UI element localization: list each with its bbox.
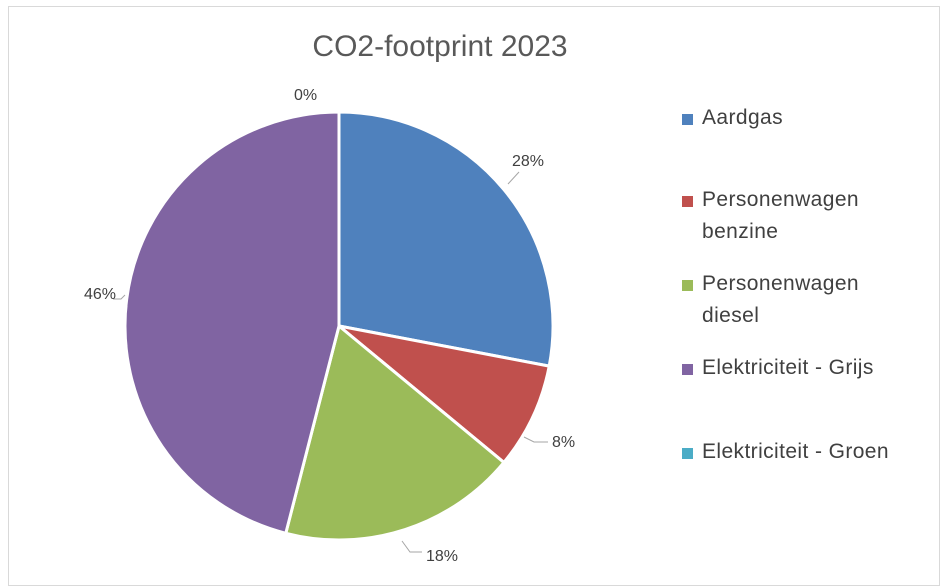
- pie-slice-personenwagen-benzine: [337, 324, 551, 464]
- legend-swatch-personenwagen-diesel: [682, 280, 693, 291]
- legend-label-personenwagen-benzine: Personenwagen benzine: [702, 188, 859, 243]
- data-label-elektriciteit-groen: 0%: [294, 87, 317, 104]
- leader-line-elektriciteit-grijs: [113, 294, 126, 300]
- data-label-elektriciteit-grijs: 46%: [84, 286, 116, 303]
- leader-line-aardgas: [507, 171, 520, 185]
- leader-line-personenwagen-benzine: [523, 436, 548, 443]
- chart-title: CO2-footprint 2023: [312, 30, 568, 63]
- legend-swatch-elektriciteit-grijs: [682, 364, 693, 375]
- leader-line-personenwagen-diesel: [401, 540, 422, 553]
- legend-swatch-aardgas: [682, 114, 693, 125]
- pie-slice-elektriciteit-grijs: [123, 110, 341, 535]
- pie-chart: 28% 8% 18% 46% 0%: [84, 87, 575, 565]
- legend-item-aardgas: Aardgas: [682, 102, 932, 134]
- legend-label-elektriciteit-groen: Elektriciteit - Groen: [702, 440, 889, 463]
- legend-label-personenwagen-diesel: Personenwagen diesel: [702, 272, 859, 327]
- legend-swatch-personenwagen-benzine: [682, 196, 693, 207]
- legend-label-aardgas: Aardgas: [702, 106, 784, 129]
- legend-item-elektriciteit-groen: Elektriciteit - Groen: [682, 436, 932, 468]
- legend-item-personenwagen-diesel: Personenwagen diesel: [682, 268, 932, 332]
- legend-item-personenwagen-benzine: Personenwagen benzine: [682, 184, 932, 248]
- legend-swatch-elektriciteit-groen: [682, 448, 693, 459]
- pie-slice-personenwagen-diesel: [284, 324, 506, 542]
- data-label-personenwagen-benzine: 8%: [552, 434, 575, 451]
- data-label-aardgas: 28%: [512, 153, 544, 170]
- legend-item-elektriciteit-grijs: Elektriciteit - Grijs: [682, 352, 932, 384]
- pie-slice-aardgas: [337, 110, 555, 368]
- data-label-personenwagen-diesel: 18%: [426, 548, 458, 565]
- legend-label-elektriciteit-grijs: Elektriciteit - Grijs: [702, 356, 874, 379]
